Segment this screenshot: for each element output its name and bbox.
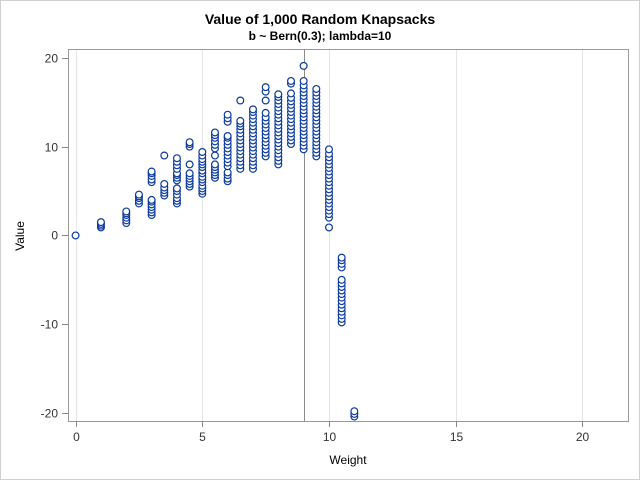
data-point <box>261 108 270 117</box>
data-point <box>337 275 346 284</box>
data-point <box>96 218 105 227</box>
data-point <box>147 195 156 204</box>
data-point <box>274 90 283 99</box>
data-point <box>160 151 169 160</box>
y-tick-label: 0 <box>51 229 58 243</box>
data-point <box>185 169 194 178</box>
data-point <box>160 179 169 188</box>
data-point <box>248 105 257 114</box>
data-point <box>223 110 232 119</box>
data-point <box>185 138 194 147</box>
y-tick-label: 20 <box>45 52 59 66</box>
data-point <box>134 190 143 199</box>
data-points <box>71 61 359 421</box>
data-point <box>185 160 194 169</box>
data-point <box>324 145 333 154</box>
data-point <box>71 231 80 240</box>
data-point <box>261 96 270 105</box>
x-axis: 0 5 10 15 20 <box>73 421 589 444</box>
x-axis-label: Weight <box>329 453 367 467</box>
data-point <box>210 128 219 137</box>
gridlines <box>76 49 583 421</box>
x-tick-label: 5 <box>199 430 206 444</box>
data-point <box>286 89 295 98</box>
y-axis-label: Value <box>13 221 27 251</box>
data-point <box>286 76 295 85</box>
data-point <box>122 207 131 216</box>
y-axis: -20 -10 0 10 20 <box>41 52 68 421</box>
data-point <box>210 160 219 169</box>
data-point <box>299 61 308 70</box>
chart-title: Value of 1,000 Random Knapsacks <box>204 11 436 27</box>
data-point <box>147 167 156 176</box>
data-point <box>172 184 181 193</box>
data-point <box>350 407 359 416</box>
chart-subtitle: b ~ Bern(0.3); lambda=10 <box>248 29 392 43</box>
data-point <box>223 132 232 141</box>
data-point <box>337 253 346 262</box>
data-point <box>210 151 219 160</box>
x-tick-label: 15 <box>450 430 464 444</box>
data-point <box>198 147 207 156</box>
plot-area-border <box>68 49 629 422</box>
data-point <box>236 96 245 105</box>
x-tick-label: 10 <box>323 430 337 444</box>
x-tick-label: 0 <box>73 430 80 444</box>
y-tick-label: -10 <box>41 318 59 332</box>
data-point <box>236 116 245 125</box>
data-point <box>261 83 270 92</box>
data-point <box>324 223 333 232</box>
data-point <box>172 154 181 163</box>
y-tick-label: 10 <box>45 141 59 155</box>
data-point <box>299 76 308 85</box>
data-point <box>312 84 321 93</box>
x-tick-label: 20 <box>576 430 590 444</box>
y-tick-label: -20 <box>41 407 59 421</box>
